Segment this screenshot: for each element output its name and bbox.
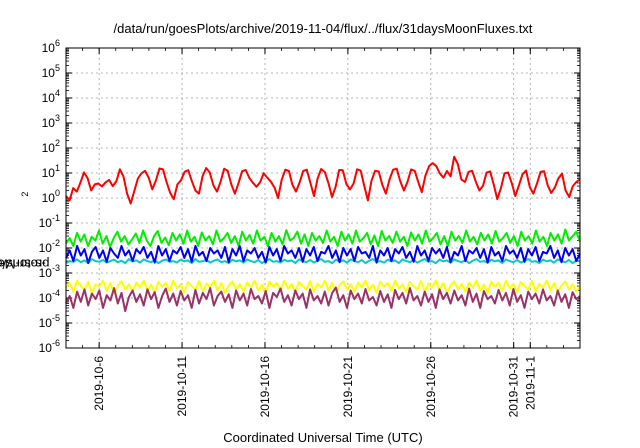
series-line-5 — [65, 286, 581, 313]
y-tick-label: 100 — [42, 188, 60, 205]
series-line-0 — [65, 155, 581, 205]
y-tick-label: 10-3 — [39, 263, 60, 280]
y-tick-label: 103 — [42, 113, 60, 130]
y-tick-label: 10-4 — [39, 288, 60, 305]
series-line-3 — [65, 245, 581, 265]
x-axis-label: Coordinated Universal Time (UTC) — [223, 430, 423, 445]
y-tick-label: 10-5 — [39, 313, 60, 330]
series-line-1 — [65, 228, 581, 248]
y-tick-label: 10-2 — [39, 238, 60, 255]
plot-frame — [65, 47, 581, 349]
series-line-4 — [65, 279, 581, 295]
x-tick-label: 2019-10-6 — [92, 356, 106, 411]
chart-title: /data/run/goesPlots/archive/2019-11-04/f… — [113, 21, 533, 36]
y-tick-label: 105 — [42, 63, 60, 80]
y-tick-label: 106 — [42, 38, 60, 55]
x-tick-label: 2019-11-1 — [523, 356, 537, 410]
x-tick-label: 2019-10-26 — [424, 356, 438, 418]
x-tick-label: 2019-10-31 — [507, 356, 521, 418]
x-tick-label: 2019-10-16 — [258, 356, 272, 418]
y-tick-label: 101 — [42, 163, 60, 180]
series-line-2 — [65, 258, 581, 265]
y-tick-label: 104 — [42, 88, 60, 105]
y-tick-label: 10-6 — [39, 338, 60, 355]
y-tick-label: 10-1 — [39, 213, 60, 230]
y-tick-label: 102 — [42, 138, 60, 155]
x-tick-label: 2019-10-11 — [175, 356, 189, 417]
x-tick-label: 2019-10-21 — [341, 356, 355, 418]
